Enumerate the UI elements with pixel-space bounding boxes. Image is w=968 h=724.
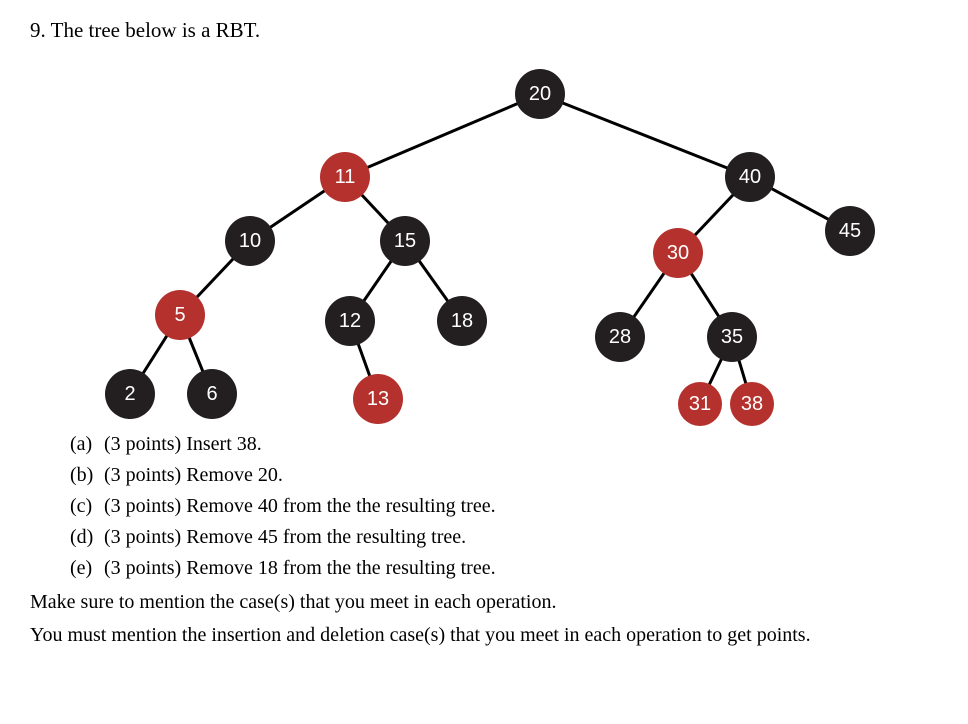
tree-node: 28 xyxy=(595,312,645,362)
subpart-text: Remove 20. xyxy=(181,464,283,486)
subpart-text: Insert 38. xyxy=(181,433,262,455)
subpart-letter: (a) xyxy=(70,429,104,460)
rbt-tree-figure: 20 11 40 10 15 30 45 5 12 18 28 35 2 6 13 31 38 xyxy=(30,49,938,429)
tree-node-label: 15 xyxy=(394,230,416,252)
subpart-text: Remove 40 from the the resulting tree. xyxy=(181,495,495,517)
tree-node-label: 38 xyxy=(741,393,763,415)
tree-node: 6 xyxy=(187,369,237,419)
tree-node-label: 35 xyxy=(721,326,743,348)
subpart-row: (b)(3 points) Remove 20. xyxy=(70,460,938,491)
tree-node: 18 xyxy=(437,296,487,346)
tree-node-label: 11 xyxy=(335,166,356,188)
subparts-list: (a)(3 points) Insert 38.(b)(3 points) Re… xyxy=(70,429,938,584)
tree-node: 20 xyxy=(515,69,565,119)
tree-node: 15 xyxy=(380,216,430,266)
tree-node: 35 xyxy=(707,312,757,362)
subpart-text: Remove 18 from the the resulting tree. xyxy=(181,557,495,579)
tree-node: 12 xyxy=(325,296,375,346)
subpart-letter: (b) xyxy=(70,460,104,491)
tree-node-label: 45 xyxy=(839,220,861,242)
rbt-tree-svg: 20 11 40 10 15 30 45 5 12 18 28 35 2 6 13 31 38 xyxy=(30,49,938,429)
tree-node-label: 6 xyxy=(206,383,217,405)
tree-node-label: 31 xyxy=(689,393,711,415)
note-line: You must mention the insertion and delet… xyxy=(30,621,938,650)
tree-node-label: 28 xyxy=(609,326,631,348)
tree-node: 30 xyxy=(653,228,703,278)
subpart-points: (3 points) xyxy=(104,526,181,548)
subpart-points: (3 points) xyxy=(104,557,181,579)
question-prompt: The tree below is a RBT. xyxy=(51,18,261,42)
subpart-points: (3 points) xyxy=(104,464,181,486)
page-root: { "question": { "number": "9.", "prompt"… xyxy=(0,0,968,724)
tree-node-label: 13 xyxy=(367,388,389,410)
tree-node: 11 xyxy=(320,152,370,202)
subpart-letter: (e) xyxy=(70,553,104,584)
tree-node-label: 18 xyxy=(451,310,473,332)
tree-node: 31 xyxy=(678,382,722,426)
note-line: Make sure to mention the case(s) that yo… xyxy=(30,588,938,617)
tree-node: 2 xyxy=(105,369,155,419)
tree-node-label: 20 xyxy=(529,83,551,105)
tree-node-label: 30 xyxy=(667,242,689,264)
tree-node: 13 xyxy=(353,374,403,424)
tree-node-label: 10 xyxy=(239,230,261,252)
tree-node: 5 xyxy=(155,290,205,340)
subpart-row: (d)(3 points) Remove 45 from the resulti… xyxy=(70,522,938,553)
subpart-row: (e)(3 points) Remove 18 from the the res… xyxy=(70,553,938,584)
tree-node-label: 2 xyxy=(124,383,135,405)
notes-block: Make sure to mention the case(s) that yo… xyxy=(30,588,938,650)
question-number: 9. xyxy=(30,18,46,42)
subpart-letter: (d) xyxy=(70,522,104,553)
subpart-row: (c)(3 points) Remove 40 from the the res… xyxy=(70,491,938,522)
tree-node: 38 xyxy=(730,382,774,426)
tree-node: 10 xyxy=(225,216,275,266)
subpart-letter: (c) xyxy=(70,491,104,522)
tree-node-label: 5 xyxy=(174,304,185,326)
tree-edge xyxy=(540,94,750,177)
tree-edge xyxy=(345,94,540,177)
tree-node-label: 40 xyxy=(739,166,761,188)
tree-node: 40 xyxy=(725,152,775,202)
tree-node: 45 xyxy=(825,206,875,256)
subpart-points: (3 points) xyxy=(104,495,181,517)
subpart-points: (3 points) xyxy=(104,433,181,455)
tree-node-label: 12 xyxy=(339,310,361,332)
subpart-row: (a)(3 points) Insert 38. xyxy=(70,429,938,460)
subpart-text: Remove 45 from the resulting tree. xyxy=(181,526,466,548)
question-line: 9. The tree below is a RBT. xyxy=(30,18,938,43)
